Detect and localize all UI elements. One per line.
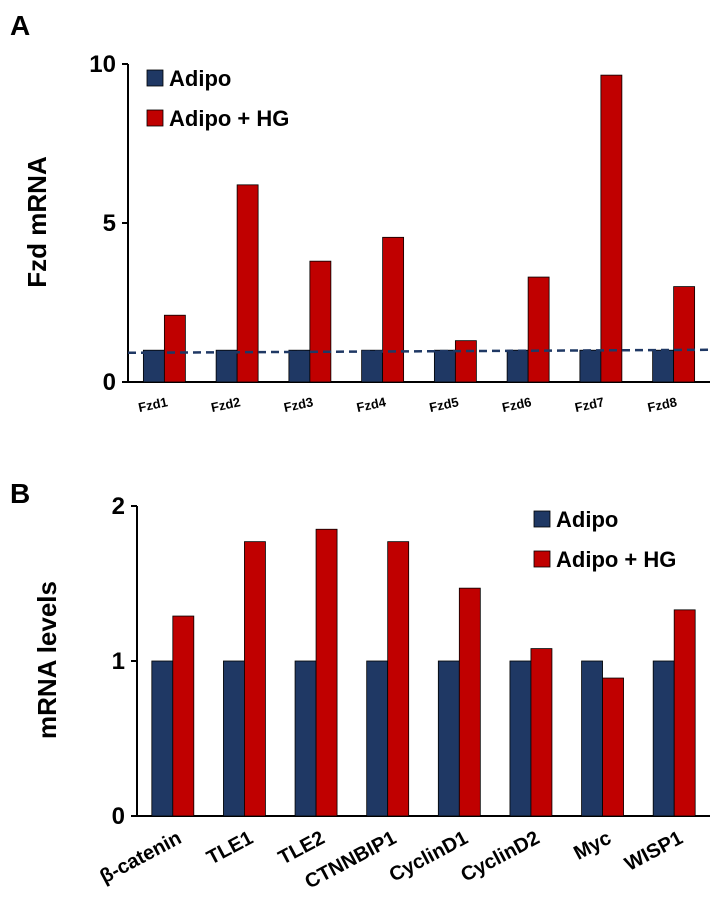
legend-swatch	[146, 69, 164, 87]
bar-adipo	[506, 349, 529, 383]
x-tick-label: CyclinD2	[457, 827, 543, 887]
panel-b-ylabel: mRNA levels	[32, 581, 62, 739]
x-tick-label: CyclinD1	[386, 827, 472, 887]
bar-adipo	[223, 660, 245, 817]
bar-adipo	[294, 660, 317, 817]
bar-adipo-hg	[244, 541, 266, 817]
x-tick-label: Fzd3	[282, 394, 314, 415]
legend-label: Adipo + HG	[556, 547, 676, 572]
x-tick-label: TLE1	[203, 827, 257, 869]
bar-adipo-hg	[600, 74, 623, 383]
bar-adipo	[652, 660, 675, 817]
panel-b-letter: B	[10, 478, 30, 509]
x-tick-label: Fzd5	[428, 394, 460, 415]
bar-adipo-hg	[530, 648, 553, 817]
y-tick-label: 1	[112, 648, 125, 675]
bar-adipo-hg	[673, 609, 696, 817]
bar-adipo	[509, 660, 532, 817]
bar-adipo	[433, 349, 456, 383]
x-tick-label: Fzd2	[210, 394, 242, 415]
x-tick-label: Fzd7	[573, 394, 605, 415]
legend-label: Adipo + HG	[169, 106, 289, 131]
bar-adipo-hg	[172, 615, 195, 817]
bar-adipo	[581, 660, 603, 817]
bar-adipo	[215, 349, 238, 383]
bar-adipo	[437, 660, 460, 817]
x-tick-label: Fzd1	[137, 394, 169, 415]
x-tick-label: Fzd4	[355, 394, 388, 415]
bar-adipo	[579, 349, 602, 383]
bar-adipo-hg	[673, 286, 696, 383]
bar-adipo-hg	[309, 260, 332, 383]
bar-adipo-hg	[602, 677, 624, 817]
bar-adipo-hg	[458, 587, 481, 817]
y-tick-label: 0	[103, 369, 116, 396]
chart-a: 0 5 10 Fzd1 Fzd2 Fzd3 Fzd4 Fzd5 Fzd6 Fzd7 Fzd8 Adip…	[89, 51, 710, 415]
bar-adipo-hg	[236, 184, 259, 383]
legend-label: Adipo	[169, 66, 231, 91]
bar-adipo	[361, 349, 384, 383]
bar-adipo	[151, 660, 174, 817]
bar-adipo	[366, 660, 389, 817]
x-tick-label: Myc	[570, 827, 615, 865]
legend-label: Adipo	[556, 507, 618, 532]
x-tick-label: WISP1	[621, 827, 686, 876]
legend-swatch	[146, 109, 164, 127]
y-tick-label: 0	[112, 803, 125, 830]
panel-a-letter: A	[10, 10, 30, 41]
bar-adipo	[288, 349, 311, 383]
bar-adipo-hg	[527, 276, 550, 383]
bar-adipo-hg	[382, 236, 405, 383]
bar-adipo	[142, 349, 165, 383]
legend-swatch	[533, 550, 551, 568]
y-tick-label: 2	[112, 493, 125, 520]
y-tick-label: 10	[89, 51, 116, 78]
y-tick-label: 5	[103, 210, 116, 237]
bar-adipo-hg	[163, 314, 186, 383]
x-tick-label: Fzd8	[646, 394, 678, 415]
bar-adipo-hg	[387, 541, 410, 817]
panel-a-ylabel: Fzd mRNA	[22, 156, 52, 288]
reference-line	[127, 348, 710, 355]
bar-adipo-hg	[315, 528, 338, 817]
x-tick-label: Fzd6	[501, 394, 533, 415]
x-tick-label: β-catenin	[96, 827, 185, 888]
bar-adipo-hg	[454, 340, 477, 383]
bar-adipo	[652, 349, 675, 383]
legend-swatch	[533, 510, 551, 528]
